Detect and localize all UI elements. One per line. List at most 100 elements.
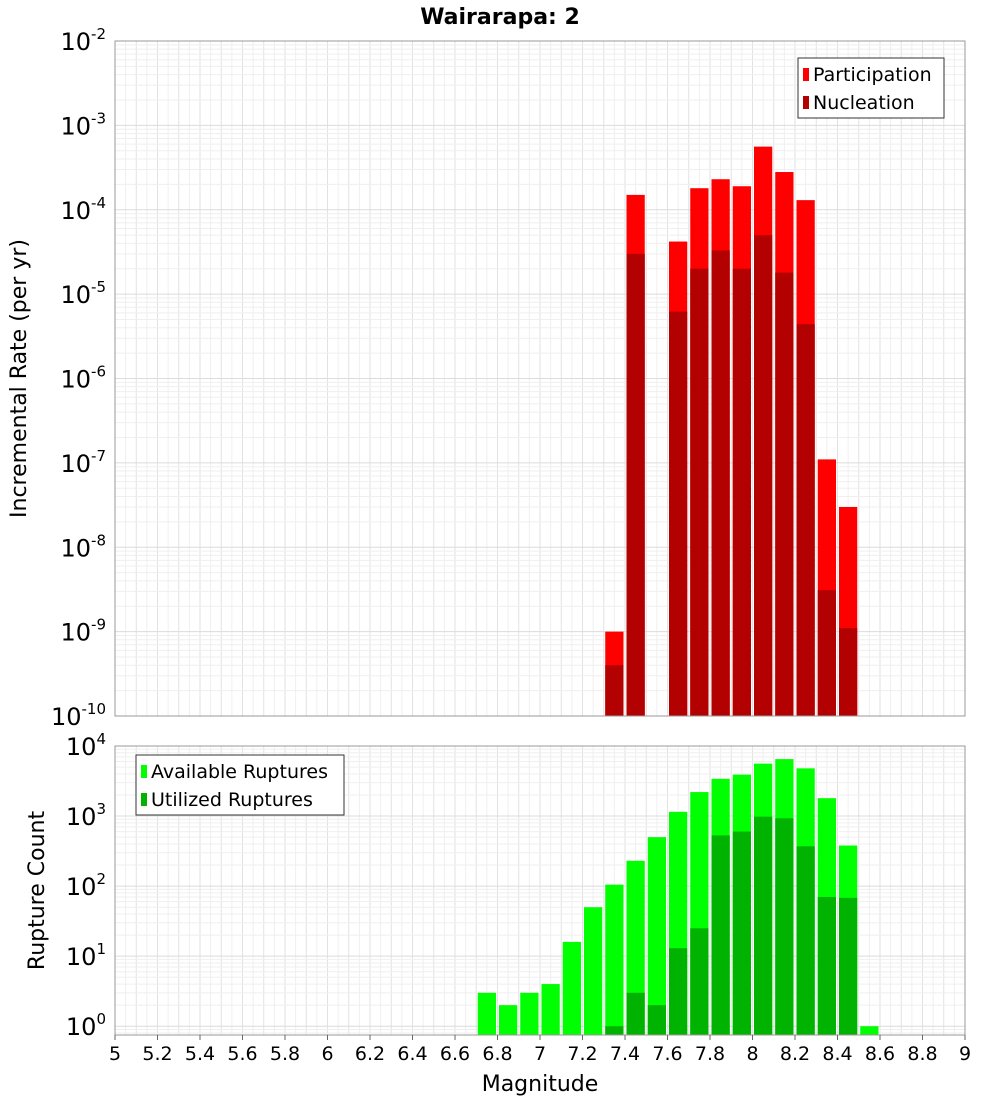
y-tick-exponent: -6 <box>91 363 106 381</box>
x-tick-label: 7.8 <box>695 1043 725 1065</box>
bar <box>605 665 624 716</box>
y-tick-exponent: 1 <box>96 940 106 958</box>
bar <box>562 941 581 1035</box>
bar <box>839 897 858 1035</box>
bar <box>690 928 709 1035</box>
legend-swatch <box>141 765 147 778</box>
x-tick-label: 5 <box>109 1043 121 1065</box>
x-tick-label: 6.6 <box>440 1043 470 1065</box>
bar <box>796 846 815 1035</box>
y-tick-label: 102 <box>66 870 106 901</box>
bar <box>669 311 688 716</box>
y-tick-base: 10 <box>66 803 97 831</box>
y-tick-exponent: -9 <box>91 616 106 634</box>
x-axis-label: Magnitude <box>482 1072 599 1097</box>
bar <box>669 948 688 1035</box>
y-tick-label: 10-2 <box>60 25 106 56</box>
bar <box>711 835 730 1035</box>
bar <box>605 884 624 1035</box>
y-tick-base: 10 <box>60 450 91 478</box>
y-tick-label: 10-10 <box>51 700 106 731</box>
y-tick-base: 10 <box>66 1013 97 1041</box>
bar <box>626 253 645 716</box>
y-tick-exponent: 2 <box>96 870 106 888</box>
bar <box>754 235 773 716</box>
y-axis-label: Incremental Rate (per yr) <box>7 239 32 518</box>
legend-swatch <box>803 96 809 109</box>
y-tick-label: 10-7 <box>60 447 106 478</box>
y-tick-exponent: -4 <box>91 194 106 212</box>
y-tick-exponent: -3 <box>91 109 106 127</box>
x-tick-label: 8.4 <box>822 1043 852 1065</box>
y-tick-label: 101 <box>66 940 106 971</box>
y-tick-exponent: 3 <box>96 800 106 818</box>
bar <box>839 628 858 716</box>
x-tick-label: 5.4 <box>185 1043 215 1065</box>
bar <box>520 992 539 1035</box>
bar <box>775 818 794 1035</box>
y-tick-exponent: 0 <box>96 1010 106 1028</box>
x-tick-label: 8.6 <box>865 1043 895 1065</box>
y-tick-base: 10 <box>60 619 91 647</box>
bar <box>499 1005 518 1035</box>
y-tick-label: 10-5 <box>60 278 106 309</box>
legend: Participation Nucleation <box>797 57 945 119</box>
y-tick-base: 10 <box>66 943 97 971</box>
bar <box>732 831 751 1035</box>
x-tick-label: 7.2 <box>567 1043 597 1065</box>
chart-title: Wairarapa: 2 <box>420 5 580 30</box>
y-tick-exponent: 4 <box>96 730 106 748</box>
y-tick-label: 103 <box>66 800 106 831</box>
bar <box>860 1026 879 1035</box>
x-tick-label: 9 <box>959 1043 971 1065</box>
y-tick-base: 10 <box>60 534 91 562</box>
bar <box>541 984 560 1035</box>
bar <box>775 272 794 716</box>
x-tick-label: 6.2 <box>355 1043 385 1065</box>
bar <box>754 816 773 1035</box>
y-tick-exponent: -2 <box>91 25 106 43</box>
y-tick-label: 10-3 <box>60 109 106 140</box>
y-tick-base: 10 <box>60 281 91 309</box>
x-tick-label: 6 <box>321 1043 333 1065</box>
y-tick-base: 10 <box>60 112 91 140</box>
y-tick-label: 100 <box>66 1010 106 1041</box>
x-tick-label: 7.4 <box>610 1043 640 1065</box>
y-tick-label: 104 <box>66 730 106 761</box>
y-tick-base: 10 <box>60 28 91 56</box>
x-tick-label: 8.8 <box>907 1043 937 1065</box>
y-tick-label: 10-6 <box>60 363 106 394</box>
bar <box>817 590 836 716</box>
y-tick-base: 10 <box>66 733 97 761</box>
legend-box <box>797 57 945 119</box>
bar <box>626 860 645 1035</box>
legend-box <box>135 754 345 816</box>
y-tick-label: 10-4 <box>60 194 106 225</box>
y-tick-base: 10 <box>60 366 91 394</box>
x-tick-label: 5.8 <box>270 1043 300 1065</box>
bar <box>711 250 730 717</box>
panel-rate: 10-1010-910-810-710-610-510-410-310-2Inc… <box>7 5 966 731</box>
bar <box>584 907 603 1035</box>
y-tick-base: 10 <box>60 197 91 225</box>
bar <box>817 896 836 1035</box>
x-tick-label: 8.2 <box>780 1043 810 1065</box>
y-tick-label: 10-8 <box>60 531 106 562</box>
legend-swatch <box>141 793 147 806</box>
x-tick-label: 5.6 <box>227 1043 257 1065</box>
bar <box>647 837 666 1035</box>
x-tick-label: 8 <box>746 1043 758 1065</box>
x-tick-label: 5.2 <box>142 1043 172 1065</box>
legend-label: Utilized Ruptures <box>151 789 313 811</box>
bar <box>796 324 815 716</box>
y-tick-exponent: -5 <box>91 278 106 296</box>
bar <box>732 268 751 716</box>
legend-label: Nucleation <box>813 92 915 114</box>
legend-label: Participation <box>813 64 932 86</box>
bar <box>626 992 645 1035</box>
bar <box>647 1005 666 1035</box>
bar <box>690 268 709 716</box>
